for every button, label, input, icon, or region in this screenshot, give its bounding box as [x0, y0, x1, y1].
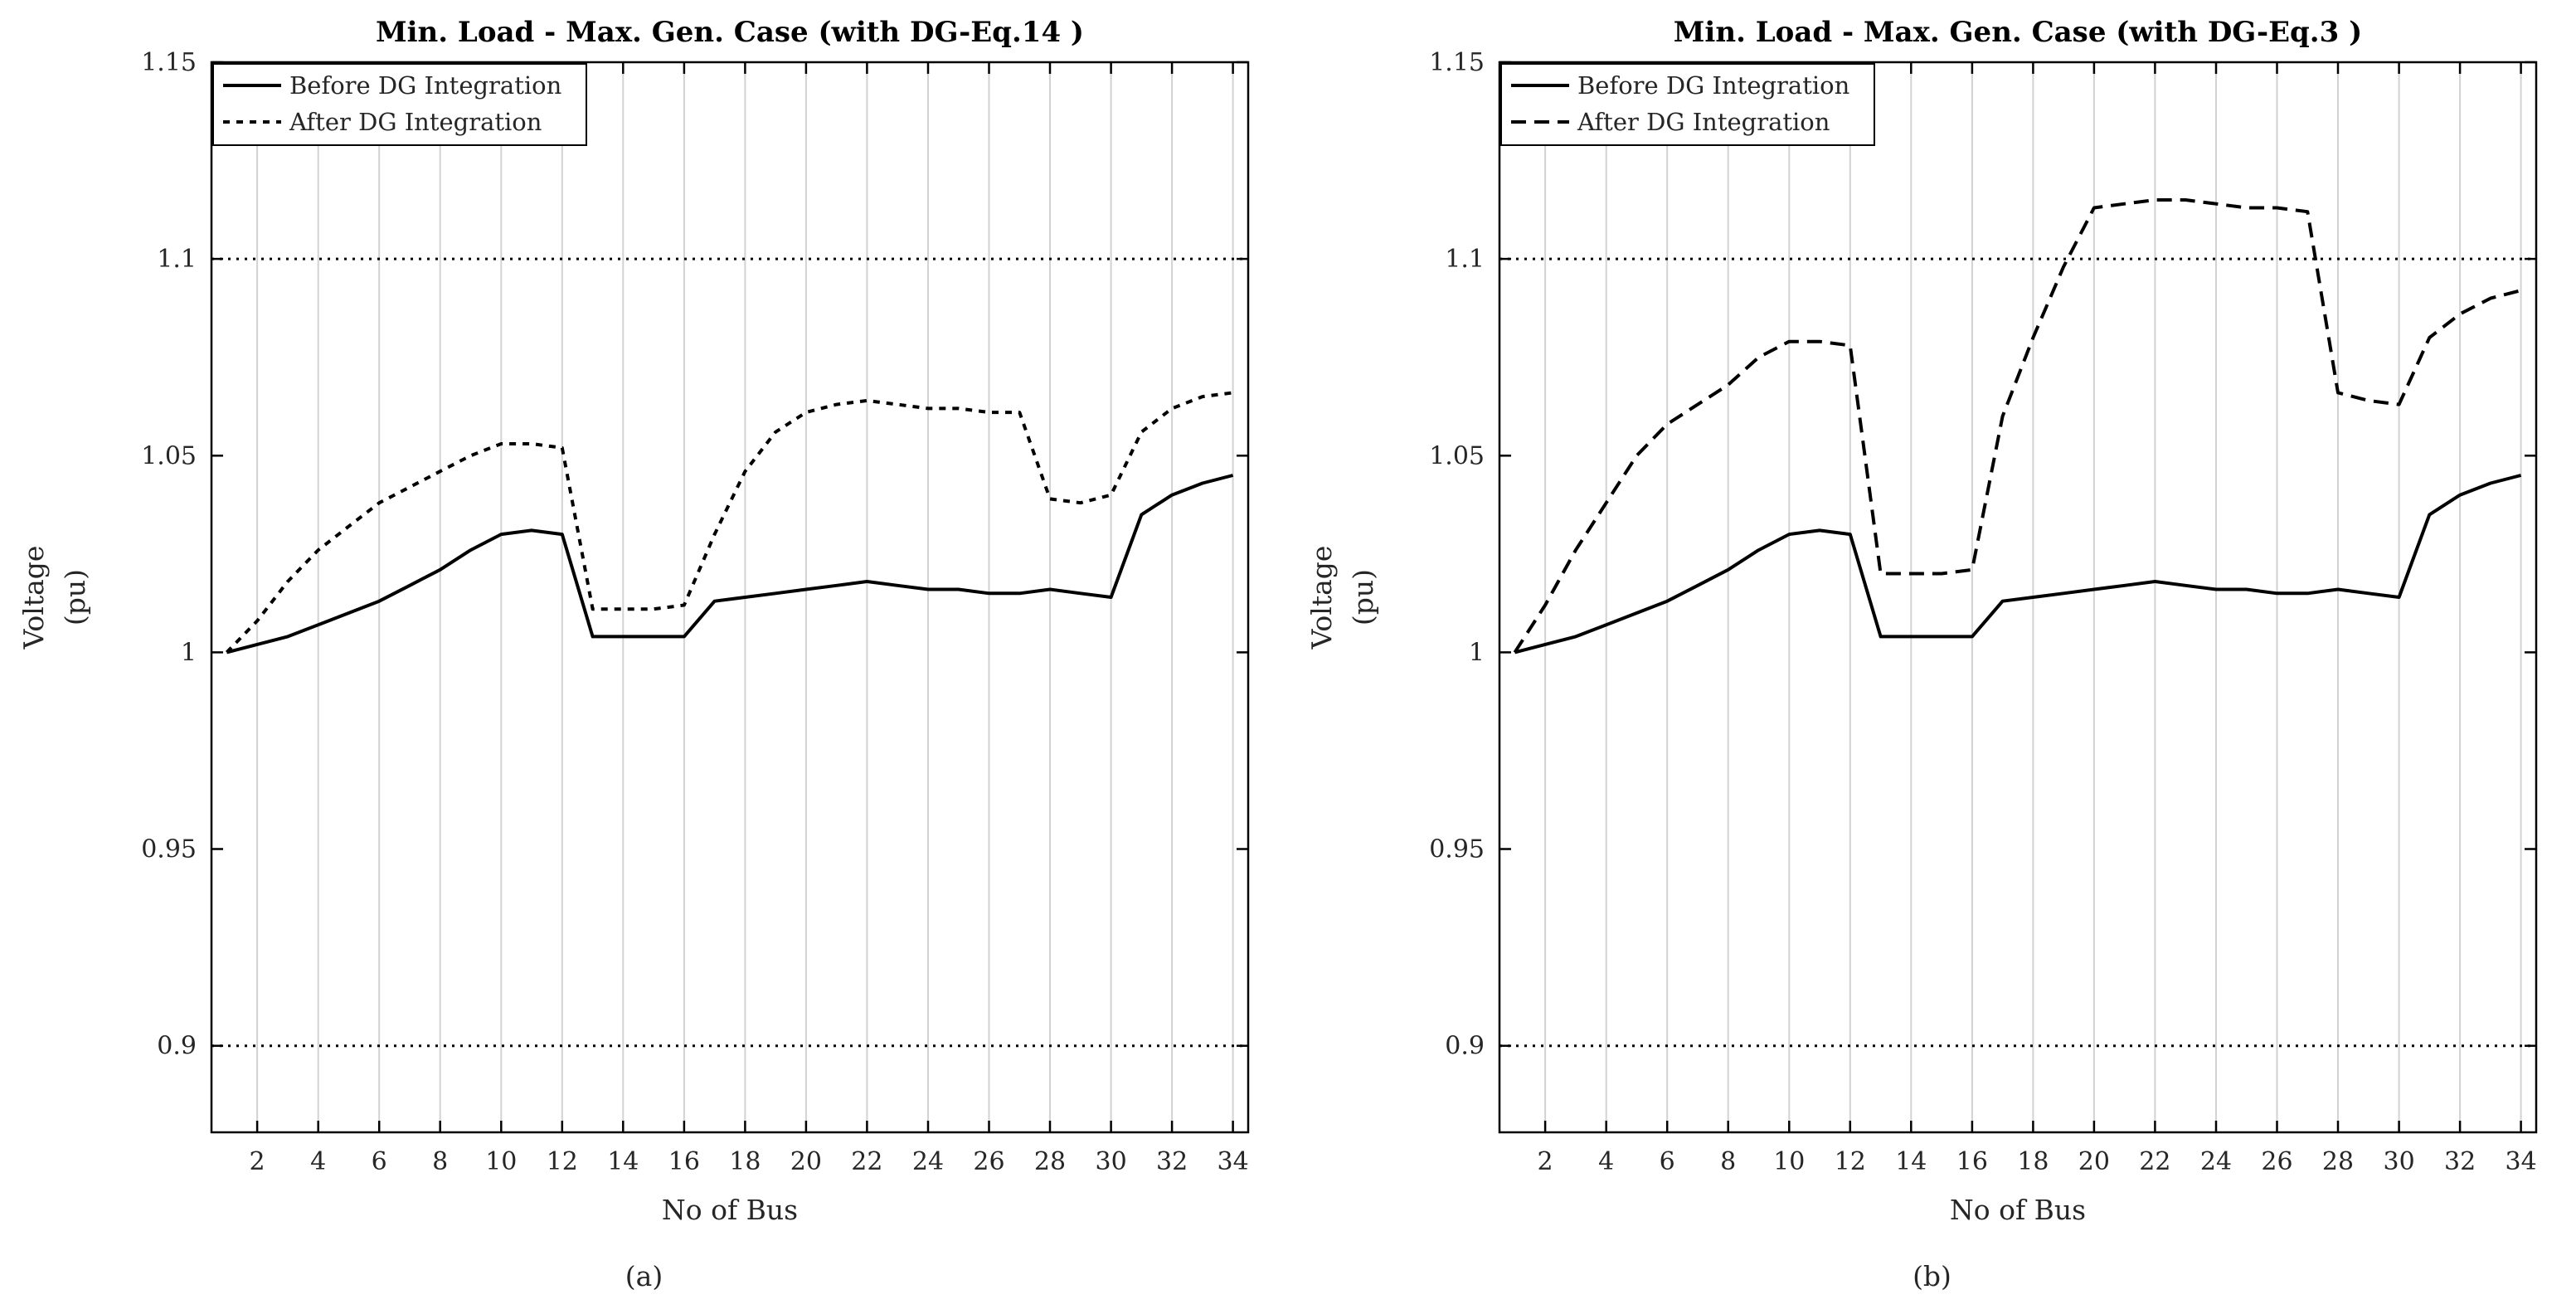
y-tick-label: 0.95	[141, 835, 197, 864]
x-tick-label: 14	[607, 1147, 639, 1176]
x-tick-label: 20	[790, 1147, 822, 1176]
x-tick-label: 32	[2444, 1147, 2476, 1176]
chart-a-canvas: 2 4 6 8 10 12 14 16 18 20 22 24 26 28 30 32 340.90.9511.…	[0, 0, 1288, 1309]
chart-background	[0, 0, 1288, 1309]
x-tick-label: 16	[1956, 1147, 1988, 1176]
y-tick-label: 1.15	[1429, 48, 1485, 77]
caption: (b)	[1913, 1260, 1951, 1292]
x-tick-label: 2	[1538, 1147, 1553, 1176]
caption: (a)	[625, 1260, 663, 1292]
x-tick-label: 34	[1218, 1147, 1249, 1176]
x-tick-label: 26	[2261, 1147, 2292, 1176]
x-tick-label: 10	[485, 1147, 517, 1176]
x-tick-label: 2	[250, 1147, 265, 1176]
legend-label: After DG Integration	[1577, 108, 1830, 136]
series-after-dg	[1513, 198, 2522, 654]
y-tick-label: 1.1	[157, 245, 197, 274]
x-tick-label: 30	[2384, 1147, 2415, 1176]
x-axis-label: No of Bus	[662, 1194, 798, 1226]
chart-panel-b: 2 4 6 8 10 12 14 16 18 20 22 24 26 28 30 32 34 0.9 0.95 1 1.…	[1288, 0, 2576, 1309]
y-tick-label: 0.9	[1445, 1032, 1485, 1061]
legend-label: Before DG Integration	[1577, 71, 1849, 100]
y-axis-label: (pu)	[1347, 569, 1379, 625]
x-tick-label: 8	[432, 1147, 448, 1176]
x-tick-label: 16	[668, 1147, 700, 1176]
x-tick-label: 22	[2139, 1147, 2170, 1176]
series-before-dg	[1514, 474, 2522, 654]
x-tick-label: 12	[547, 1147, 578, 1176]
x-tick-label: 4	[1598, 1147, 1614, 1176]
series-before-dg	[226, 474, 1234, 654]
legend-box	[1500, 63, 1875, 146]
x-tick-label: 8	[1720, 1147, 1736, 1176]
x-tick-label: 18	[729, 1147, 761, 1176]
series-after-dg	[225, 391, 1233, 654]
chart-title: Min. Load - Max. Gen. Case (with DG-Eq.1…	[376, 16, 1084, 49]
x-axis-label: No of Bus	[1950, 1194, 2086, 1226]
x-tick-label: 24	[2200, 1147, 2232, 1176]
legend-label: Before DG Integration	[289, 71, 561, 100]
x-tick-label: 14	[1895, 1147, 1927, 1176]
y-tick-label: 1	[181, 638, 197, 667]
y-axis-label: Voltage	[17, 546, 50, 650]
y-tick-label: 1.05	[1429, 441, 1485, 470]
x-tick-label: 20	[2078, 1147, 2110, 1176]
legend-box	[212, 63, 587, 146]
x-tick-label: 28	[1034, 1147, 1066, 1176]
chart-panel-a: 2 4 6 8 10 12 14 16 18 20 22 24 26 28 30 32 34 0.9 0.95 1 1.…	[0, 0, 1288, 1309]
x-tick-label: 24	[912, 1147, 944, 1176]
chart-b-canvas: 2 4 6 8 10 12 14 16 18 20 22 24 26 28 30 32 340.90.9511.…	[1288, 0, 2576, 1309]
x-tick-label: 10	[1773, 1147, 1805, 1176]
x-tick-label: 18	[2017, 1147, 2049, 1176]
chart-background	[1288, 0, 2576, 1309]
y-tick-label: 1.15	[141, 48, 197, 77]
chart-title: Min. Load - Max. Gen. Case (with DG-Eq.3…	[1674, 16, 2362, 49]
y-axis-label: (pu)	[59, 569, 91, 625]
x-tick-label: 12	[1835, 1147, 1866, 1176]
y-tick-label: 0.9	[157, 1032, 197, 1061]
x-tick-label: 22	[851, 1147, 882, 1176]
y-tick-label: 1	[1469, 638, 1485, 667]
x-tick-label: 4	[310, 1147, 326, 1176]
plot-box	[210, 61, 1250, 1134]
x-tick-label: 6	[1660, 1147, 1675, 1176]
legend-label: After DG Integration	[289, 108, 542, 136]
y-tick-label: 1.05	[141, 441, 197, 470]
x-tick-label: 28	[2322, 1147, 2354, 1176]
x-tick-label: 6	[372, 1147, 387, 1176]
x-tick-label: 34	[2506, 1147, 2537, 1176]
y-axis-label: Voltage	[1305, 546, 1338, 650]
plot-box	[1498, 61, 2538, 1134]
x-tick-label: 32	[1156, 1147, 1188, 1176]
y-tick-label: 0.95	[1429, 835, 1485, 864]
x-tick-label: 26	[973, 1147, 1004, 1176]
y-tick-label: 1.1	[1445, 245, 1485, 274]
x-tick-label: 30	[1096, 1147, 1127, 1176]
